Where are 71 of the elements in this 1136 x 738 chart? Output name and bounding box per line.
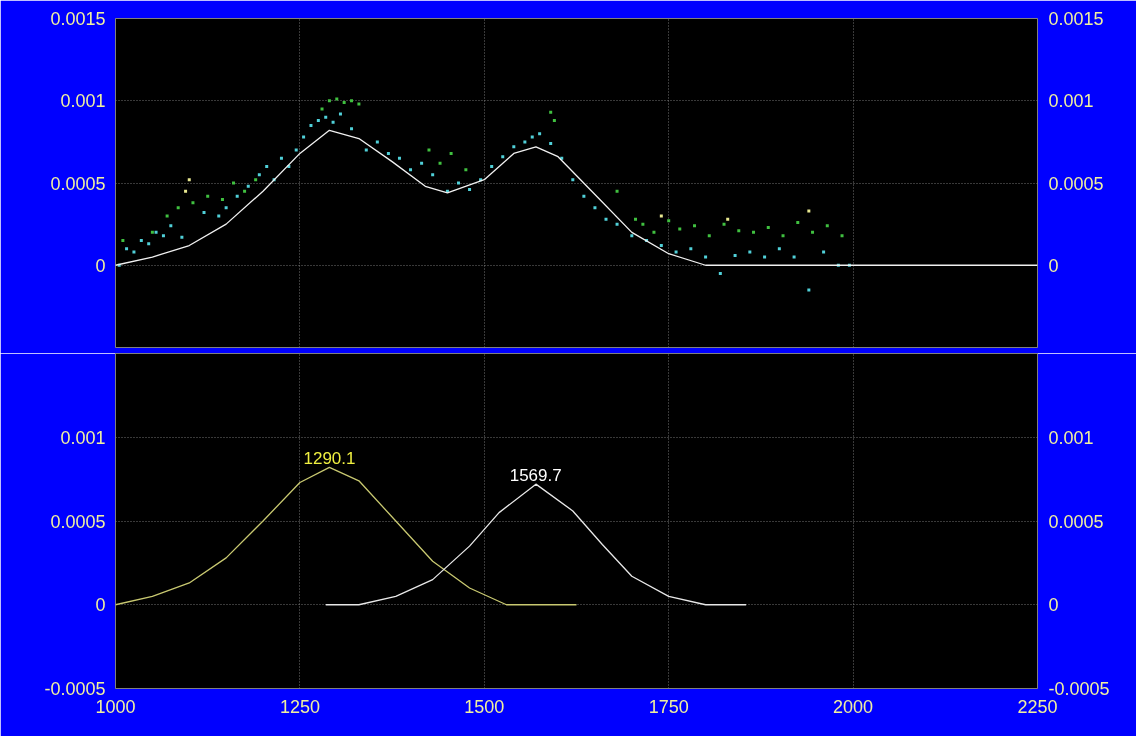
point — [464, 168, 468, 172]
point — [722, 222, 726, 226]
point — [807, 209, 811, 213]
point — [726, 217, 730, 221]
point — [652, 230, 656, 234]
point — [678, 227, 682, 231]
annotation: 1569.7 — [509, 466, 562, 486]
y-tick-label: 0.0005 — [50, 173, 106, 194]
point — [781, 234, 785, 238]
point — [187, 178, 191, 182]
point — [641, 222, 645, 226]
point — [243, 189, 247, 193]
y-tick-label: 0 — [95, 595, 106, 616]
y-tick-label: 0.0005 — [50, 511, 106, 532]
point — [357, 102, 361, 106]
point — [427, 148, 431, 152]
line-series — [115, 466, 578, 606]
y-tick-label: 0.0015 — [50, 9, 106, 29]
y2-tick-label: 0 — [1048, 255, 1059, 276]
point — [327, 99, 331, 103]
point — [811, 230, 815, 234]
line-series — [115, 129, 1038, 266]
point — [438, 161, 442, 165]
y2-tick-label: 0.001 — [1048, 91, 1094, 112]
point — [121, 239, 125, 243]
point — [232, 181, 236, 185]
y2-tick-label: 0.0015 — [1048, 9, 1104, 29]
y2-tick-label: -0.0005 — [1048, 679, 1110, 699]
point — [840, 234, 844, 238]
line-series — [325, 483, 747, 606]
y2-tick-label: 0.0005 — [1048, 511, 1104, 532]
point — [191, 201, 195, 205]
point — [659, 214, 663, 218]
point — [737, 229, 741, 233]
point — [449, 151, 453, 155]
y-tick-label: 0 — [95, 255, 106, 276]
x-tick-label: 1000 — [95, 696, 136, 717]
point — [342, 100, 346, 104]
point — [350, 99, 354, 103]
point — [634, 217, 638, 221]
point — [667, 219, 671, 223]
y2-tick-label: 0 — [1048, 595, 1059, 616]
point — [825, 224, 829, 228]
point — [150, 230, 154, 234]
y-tick-label: 0.001 — [60, 91, 106, 112]
x-tick-label: 2000 — [833, 696, 874, 717]
point — [220, 197, 224, 201]
y-tick-label: 0.001 — [60, 427, 106, 448]
y2-tick-label: 0.001 — [1048, 427, 1094, 448]
point — [549, 110, 553, 114]
point — [206, 194, 210, 198]
x-tick-label: 1500 — [464, 696, 505, 717]
x-tick-label: 1750 — [648, 696, 689, 717]
annotation: 1290.1 — [303, 449, 356, 469]
point — [184, 189, 188, 193]
x-tick-label: 2250 — [1017, 696, 1058, 717]
point — [796, 220, 800, 224]
y2-tick-label: 0.0005 — [1048, 173, 1104, 194]
x-tick-label: 1250 — [279, 696, 320, 717]
point — [552, 118, 556, 122]
point — [320, 107, 324, 111]
y-tick-label: -0.0005 — [44, 679, 106, 699]
point — [752, 230, 756, 234]
point — [707, 234, 711, 238]
point — [335, 97, 339, 101]
point — [254, 178, 258, 182]
point — [165, 214, 169, 218]
point — [766, 225, 770, 229]
point — [176, 206, 180, 210]
point — [693, 224, 697, 228]
point — [615, 189, 619, 193]
